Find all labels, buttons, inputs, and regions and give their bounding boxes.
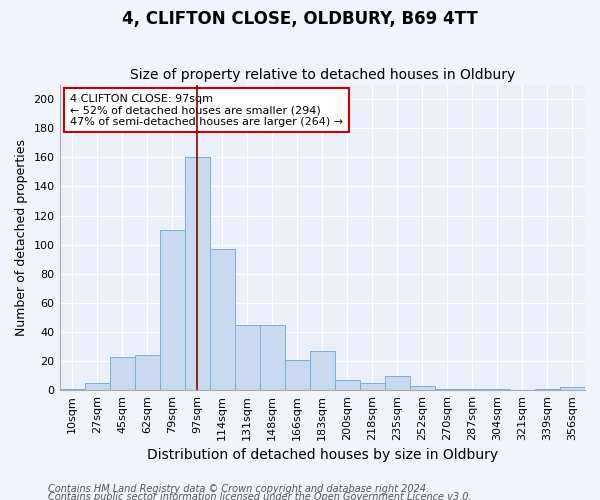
Bar [235, 324, 260, 390]
Text: 4, CLIFTON CLOSE, OLDBURY, B69 4TT: 4, CLIFTON CLOSE, OLDBURY, B69 4TT [122, 10, 478, 28]
Bar [560, 388, 585, 390]
Bar [285, 360, 310, 390]
Bar [435, 388, 460, 390]
Text: Contains public sector information licensed under the Open Government Licence v3: Contains public sector information licen… [48, 492, 472, 500]
Bar [260, 324, 285, 390]
Bar [110, 356, 134, 390]
Y-axis label: Number of detached properties: Number of detached properties [15, 139, 28, 336]
Bar [134, 356, 160, 390]
Bar [185, 158, 209, 390]
Bar [209, 249, 235, 390]
X-axis label: Distribution of detached houses by size in Oldbury: Distribution of detached houses by size … [147, 448, 498, 462]
Bar [310, 351, 335, 390]
Bar [335, 380, 360, 390]
Bar [460, 388, 485, 390]
Bar [360, 383, 385, 390]
Text: Contains HM Land Registry data © Crown copyright and database right 2024.: Contains HM Land Registry data © Crown c… [48, 484, 429, 494]
Bar [535, 388, 560, 390]
Bar [385, 376, 410, 390]
Bar [160, 230, 185, 390]
Title: Size of property relative to detached houses in Oldbury: Size of property relative to detached ho… [130, 68, 515, 82]
Bar [85, 383, 110, 390]
Bar [485, 388, 510, 390]
Bar [410, 386, 435, 390]
Bar [59, 388, 85, 390]
Text: 4 CLIFTON CLOSE: 97sqm
← 52% of detached houses are smaller (294)
47% of semi-de: 4 CLIFTON CLOSE: 97sqm ← 52% of detached… [70, 94, 343, 127]
